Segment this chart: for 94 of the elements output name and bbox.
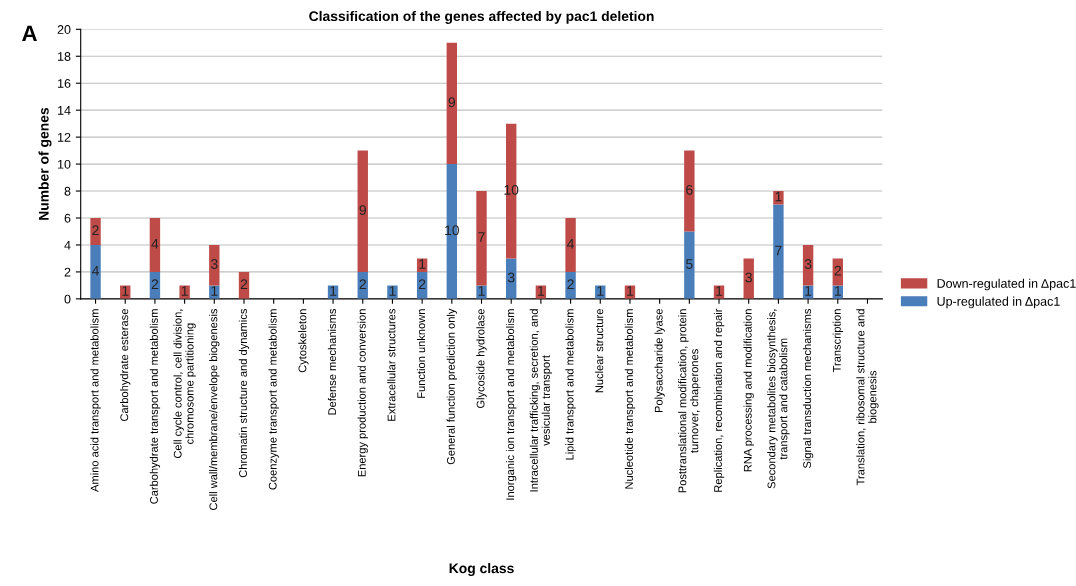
data-label: 1 [597, 286, 604, 296]
data-label: 1 [211, 286, 218, 296]
data-label: 3 [210, 259, 218, 269]
x-axis-title: Kog class [449, 563, 514, 577]
x-tick-label: Secondary metabolites biosynthesis, transport and catabolism [767, 309, 790, 489]
data-label: 4 [151, 238, 159, 249]
y-tick-label: 2 [64, 267, 71, 277]
x-tick-label: Replication, recombination and repair [713, 308, 725, 492]
bar [357, 150, 368, 272]
x-tick-label: Carbohydrate transport and metabolism [149, 309, 161, 504]
data-label: 6 [686, 184, 693, 195]
x-tick-label: Cytoskeleton [298, 309, 309, 373]
x-tick-label: Signal transduction mechanisms [802, 308, 814, 469]
y-tick-label: 4 [64, 240, 71, 250]
x-tick-label: Nuclear structure [595, 309, 604, 393]
data-label: 2 [240, 279, 248, 289]
bar [209, 244, 220, 286]
y-tick-label: 12 [58, 132, 71, 142]
bar [476, 191, 487, 286]
bar [506, 258, 517, 299]
y-tick-label: 0 [64, 294, 71, 304]
x-tick-label: Posttranslational modification, protein turnover, chaperones [678, 309, 701, 493]
x-tick-label: Defense mechanisms [327, 308, 337, 415]
x-tick-label: Lipid transport and metabolism [565, 309, 576, 460]
bar [565, 217, 576, 272]
bar [506, 123, 517, 259]
x-tick-label: Cell cycle control, cell division, chromosome partitioning [173, 309, 196, 459]
x-tick-label: Chromatin structure and dynamics [238, 308, 250, 478]
bar [149, 217, 161, 272]
y-tick-label: 6 [64, 213, 71, 223]
data-label: 1 [538, 286, 545, 296]
y-tick-label: 10 [58, 159, 71, 169]
data-label: 1 [627, 286, 634, 296]
y-tick-label: 16 [58, 79, 71, 88]
data-label: 2 [92, 225, 99, 236]
bar [773, 204, 784, 299]
data-label: 1 [716, 286, 723, 296]
data-label: 7 [775, 245, 782, 256]
x-tick-label: Intracellular trafficking, secretion, and vesicular transport [529, 309, 553, 492]
x-tick-label: RNA processing and modification [743, 309, 754, 472]
x-tick-label: Carbohydrate esterase [120, 309, 131, 422]
x-tick-label: General function prediction only [446, 308, 457, 465]
data-label: 1 [419, 259, 426, 269]
data-label: 1 [389, 286, 396, 296]
x-tick-label: Function unknown [416, 309, 426, 398]
data-label: 1 [775, 191, 782, 202]
bar [90, 217, 101, 245]
data-label: 2 [359, 279, 366, 289]
x-tick-label: Cell wall/membrane/envelope biogenesis [209, 308, 220, 510]
x-tick-label: Energy production and conversion [357, 309, 368, 477]
legend-label: Down-regulated in Δpac1 [937, 278, 1076, 291]
y-axis-title: Number of genes [38, 107, 52, 220]
x-tick-label: Polysaccharide lyase [654, 309, 665, 413]
bar [565, 271, 576, 299]
bar [684, 150, 695, 232]
data-label: 3 [745, 272, 752, 283]
data-label: 4 [92, 265, 99, 276]
data-label: 2 [151, 279, 159, 289]
data-label: 1 [478, 286, 485, 296]
y-tick-label: 8 [64, 186, 71, 196]
x-tick-label: Transcription [832, 309, 843, 373]
data-label: 1 [805, 286, 812, 296]
data-label: 2 [834, 265, 841, 276]
text: A [22, 25, 37, 42]
x-tick-label: Translation, ribosomal structure and biogenesis [856, 309, 879, 486]
x-tick-label: Glycoside hydrolase [476, 309, 487, 409]
data-label: 3 [804, 259, 812, 269]
data-label: 1 [181, 286, 188, 296]
bar [743, 258, 754, 299]
data-label: 1 [834, 286, 841, 296]
y-tick-label: 18 [58, 52, 71, 61]
bar [446, 42, 458, 165]
y-tick-label: 14 [58, 106, 71, 115]
data-label: 1 [330, 286, 337, 296]
data-label: 3 [507, 272, 515, 283]
data-label: 5 [686, 259, 693, 269]
x-tick-label: Inorganic ion transport and metabolism [506, 309, 517, 500]
data-label: 4 [567, 238, 575, 249]
x-tick-label: Nucleotide transport and metabolism [624, 309, 636, 489]
bar [446, 164, 458, 299]
bar [684, 231, 695, 299]
bar [90, 244, 101, 299]
x-tick-label: Extracellular structures [387, 308, 396, 421]
data-label: 1 [122, 286, 129, 296]
x-tick-label: Amino acid transport and metabolism [90, 309, 101, 492]
x-tick-label: Coenzyme transport and metabolism [268, 309, 279, 490]
data-label: 7 [478, 232, 485, 242]
chart-title: Classification of the genes affected by pac1 deletion [309, 10, 654, 24]
data-label: 9 [448, 97, 456, 108]
y-tick-label: 20 [57, 25, 71, 34]
data-label: 2 [567, 279, 574, 289]
legend-label: Up-regulated in Δpac1 [937, 296, 1060, 309]
data-label: 2 [418, 279, 426, 289]
data-label: 9 [359, 205, 366, 215]
